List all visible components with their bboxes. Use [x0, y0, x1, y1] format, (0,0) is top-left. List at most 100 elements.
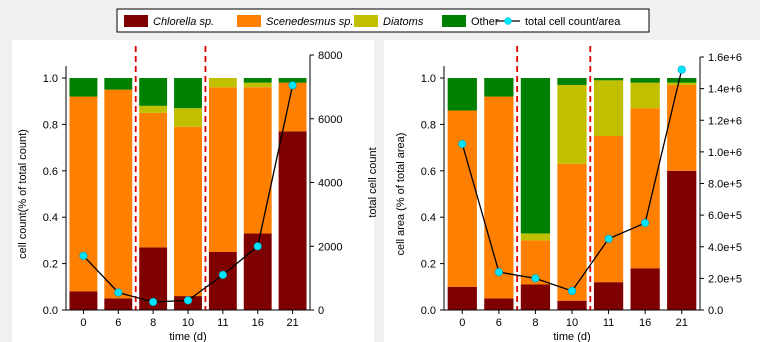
bar-segment	[593, 136, 624, 283]
secondary-y-tick-label: 4000	[318, 178, 342, 190]
bar-segment	[630, 108, 660, 269]
y-axis-label: cell area (% of total area)	[395, 133, 407, 256]
bar-segment	[104, 78, 133, 90]
legend-swatch	[237, 15, 261, 27]
secondary-y-tick-label: 0.0	[708, 305, 723, 317]
x-tick-label: 6	[115, 317, 121, 329]
total-point	[531, 274, 540, 283]
bar-segment	[593, 80, 624, 136]
total-point	[253, 242, 262, 251]
bar-segment	[557, 84, 587, 164]
bar-segment	[520, 284, 551, 310]
x-tick-label: 0	[80, 317, 86, 329]
secondary-y-tick-label: 6.0e+5	[708, 210, 742, 222]
x-tick-label: 21	[676, 317, 688, 329]
x-axis-label: time (d)	[553, 331, 590, 342]
secondary-y-tick-label: 1.4e+6	[708, 84, 742, 96]
bar-segment	[484, 298, 514, 310]
total-point	[114, 288, 123, 297]
y-tick-label: 1.0	[43, 73, 58, 85]
y-tick-label: 0.2	[43, 259, 58, 271]
x-tick-label: 16	[252, 317, 264, 329]
bar-segment	[630, 82, 660, 109]
x-tick-label: 11	[603, 317, 614, 329]
bar-segment	[69, 78, 98, 97]
bar-segment	[208, 78, 237, 88]
panel-cell-area: 0 6 8 10 11 16 21 0.0 0.2 0.4 0.6 0.8 1.0 cell area (…	[384, 40, 760, 342]
total-point	[677, 65, 686, 74]
secondary-y-tick-label: 2000	[318, 241, 342, 253]
legend-label: Chlorella sp.	[153, 16, 214, 28]
y-axis-label: cell count(% of total count)	[17, 129, 29, 259]
secondary-y-tick-label: 6000	[318, 114, 342, 126]
x-tick-label: 10	[182, 317, 194, 329]
bar-segment	[520, 78, 551, 234]
total-point	[640, 218, 650, 228]
secondary-y-tick-label: 4.0e+5	[708, 242, 742, 254]
bar-segment	[593, 78, 624, 81]
legend-marker	[504, 17, 512, 25]
x-tick-label: 0	[459, 317, 465, 329]
total-point	[218, 270, 227, 280]
secondary-y-tick-label: 8.0e+5	[708, 179, 742, 191]
bar-segment	[630, 78, 660, 83]
legend: Chlorella sp. Scenedesmus sp. Diatoms Other…	[116, 8, 650, 33]
bar-segment	[174, 126, 202, 297]
bar-segment	[104, 89, 133, 299]
legend-label: Other	[471, 16, 499, 28]
bar-segment	[243, 78, 272, 83]
secondary-y-tick-label: 0	[318, 305, 324, 317]
bar-segment	[139, 78, 168, 106]
bar-segment	[174, 108, 202, 127]
bar-segment	[447, 110, 477, 287]
y-tick-label: 0.6	[421, 166, 436, 178]
bar-segment	[69, 291, 98, 310]
bar-segment	[667, 170, 697, 310]
bar-segment	[278, 82, 307, 132]
bar-segment	[447, 286, 477, 310]
legend-swatch	[442, 15, 466, 27]
bar-segment	[667, 84, 697, 171]
bar-segment	[447, 78, 477, 111]
secondary-y-tick-label: 1.2e+6	[708, 115, 742, 127]
bar-segment	[69, 96, 98, 292]
bar-segment	[667, 78, 697, 83]
total-point	[567, 286, 577, 296]
x-tick-label: 11	[217, 317, 228, 329]
bar-segment	[593, 282, 624, 310]
x-tick-label: 10	[566, 317, 578, 329]
bar-segment	[557, 78, 587, 85]
bar-segment	[278, 78, 307, 83]
y-tick-label: 0.6	[43, 166, 58, 178]
total-point	[183, 296, 193, 305]
y-tick-label: 0.0	[421, 305, 436, 317]
secondary-y-tick-label: 2.0e+5	[708, 273, 742, 285]
bar-segment	[484, 78, 514, 97]
bar-segment	[484, 96, 514, 299]
x-tick-label: 6	[496, 317, 502, 329]
bar-segment	[667, 82, 697, 85]
x-tick-label: 8	[532, 317, 538, 329]
bar-segment	[630, 268, 660, 310]
total-point	[79, 251, 88, 260]
legend-swatch	[124, 15, 148, 27]
bar-segment	[557, 300, 587, 310]
secondary-y-tick-label: 1.0e+6	[708, 147, 742, 159]
secondary-y-axis-label: total cell count	[367, 147, 379, 217]
legend-swatch	[354, 15, 378, 27]
y-tick-label: 0.8	[43, 119, 58, 131]
total-point	[494, 268, 504, 277]
bar-segment	[557, 163, 587, 301]
x-axis-label: time (d)	[169, 331, 206, 342]
bar-segment	[208, 252, 237, 310]
total-point	[149, 297, 158, 307]
x-tick-label: 16	[639, 317, 651, 329]
y-tick-label: 0.4	[421, 212, 436, 224]
bar-segment	[104, 298, 133, 310]
x-tick-label: 21	[286, 317, 298, 329]
bar-segment	[278, 131, 307, 310]
y-tick-label: 0.4	[43, 212, 58, 224]
legend-label: Scenedesmus sp.	[266, 16, 353, 28]
